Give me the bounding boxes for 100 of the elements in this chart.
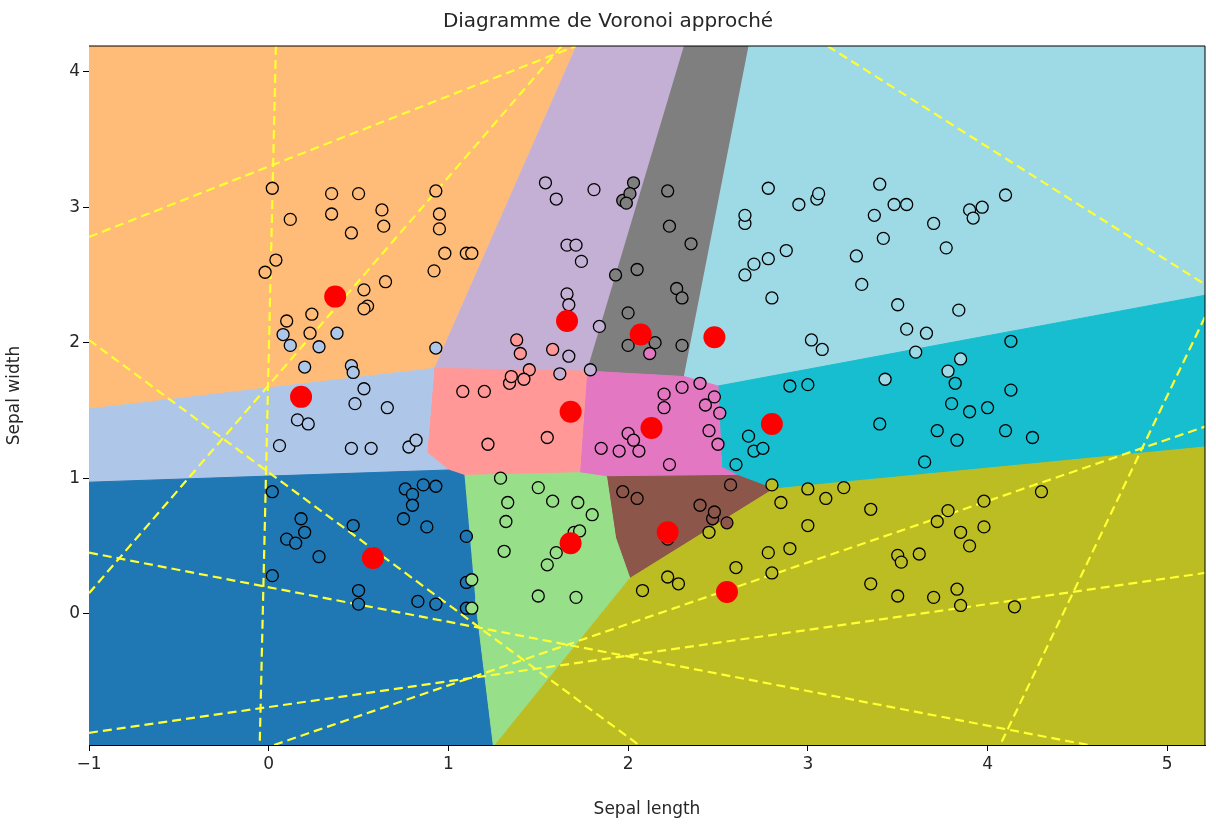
point <box>761 181 775 195</box>
point <box>531 589 545 603</box>
point <box>713 406 727 420</box>
point <box>702 424 716 438</box>
point <box>301 417 315 431</box>
point <box>276 327 290 342</box>
point <box>272 438 287 453</box>
point <box>377 219 391 233</box>
point <box>977 520 991 534</box>
point <box>873 177 887 191</box>
point <box>411 594 425 609</box>
point <box>432 222 447 236</box>
point <box>1007 600 1022 614</box>
point <box>765 291 779 305</box>
point <box>783 541 797 556</box>
point <box>723 478 738 492</box>
point <box>465 601 479 615</box>
point <box>707 390 722 404</box>
point <box>305 307 319 321</box>
chart-title: Diagramme de Voronoi approché <box>442 8 774 33</box>
point <box>675 380 689 395</box>
point <box>926 590 941 604</box>
point <box>998 188 1013 202</box>
point <box>912 547 926 561</box>
point <box>891 589 905 603</box>
point <box>953 352 968 366</box>
point <box>477 384 492 399</box>
point <box>980 401 995 415</box>
point <box>429 341 443 355</box>
point <box>283 338 297 353</box>
point <box>280 314 294 328</box>
point <box>761 252 775 266</box>
point <box>675 338 689 353</box>
x-tick-label: 0 <box>263 752 275 773</box>
point <box>621 338 635 353</box>
point <box>571 495 585 510</box>
point <box>867 208 881 222</box>
point <box>738 268 752 282</box>
point <box>792 197 806 212</box>
point <box>950 433 964 447</box>
point <box>855 277 869 292</box>
point <box>765 566 779 580</box>
point <box>702 525 716 539</box>
point <box>510 333 524 347</box>
point <box>608 268 623 282</box>
point <box>592 319 607 334</box>
point <box>626 433 641 447</box>
point <box>626 176 641 190</box>
point <box>540 430 554 445</box>
point <box>657 387 671 401</box>
point <box>298 360 312 374</box>
point <box>1004 383 1018 397</box>
point <box>538 176 553 190</box>
point <box>346 365 360 380</box>
point <box>562 298 576 312</box>
point <box>574 254 589 269</box>
point <box>693 498 707 512</box>
point <box>569 590 583 604</box>
point <box>747 257 761 271</box>
y-tick-label: 0 <box>69 602 80 623</box>
point <box>427 264 441 278</box>
point <box>919 326 934 340</box>
point <box>698 398 713 412</box>
point <box>429 597 443 611</box>
point <box>517 372 531 386</box>
point <box>729 457 743 472</box>
x-tick-label: 2 <box>622 752 634 773</box>
point <box>290 413 305 427</box>
point <box>283 212 297 227</box>
point <box>953 525 968 539</box>
point <box>493 471 508 485</box>
point <box>741 429 756 443</box>
point <box>962 539 977 553</box>
point <box>675 291 689 305</box>
point <box>289 536 303 550</box>
point <box>953 598 968 613</box>
point <box>378 275 393 289</box>
point <box>459 529 474 544</box>
point <box>351 583 366 598</box>
point <box>312 340 326 354</box>
point <box>1004 334 1018 348</box>
point <box>549 192 563 206</box>
point <box>594 441 608 455</box>
point <box>878 372 892 386</box>
point <box>670 281 684 296</box>
point <box>546 342 560 357</box>
x-tick-label: 5 <box>1161 752 1173 773</box>
point <box>465 246 479 260</box>
point <box>643 346 657 361</box>
point <box>265 485 279 499</box>
point <box>265 181 279 195</box>
point <box>761 545 775 560</box>
point <box>948 376 962 390</box>
point <box>364 441 378 455</box>
point <box>873 417 887 431</box>
point <box>662 457 677 472</box>
point <box>930 424 944 438</box>
point <box>346 518 360 533</box>
point <box>635 583 650 598</box>
point <box>497 544 511 558</box>
